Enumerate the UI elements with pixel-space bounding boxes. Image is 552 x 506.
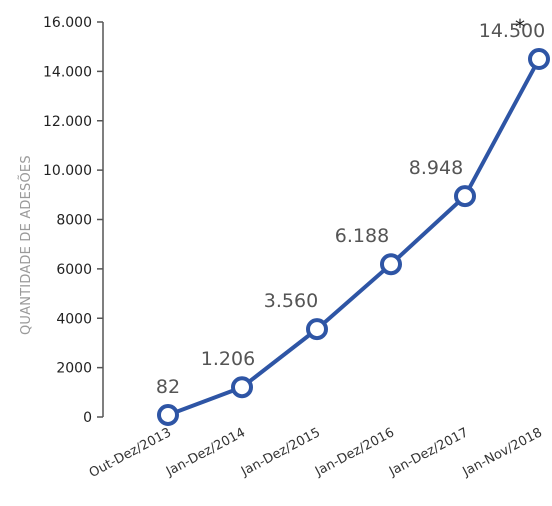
y-tick-label-5: 10.000 [43, 163, 92, 179]
x-tick-label-1: Jan-Dez/2014 [163, 425, 248, 480]
y-tick-label-3: 6000 [56, 262, 92, 278]
data-labels: 82 1.206 3.560 6.188 8.948 14.500 [156, 20, 545, 398]
x-tick-label-4: Jan-Dez/2017 [386, 425, 471, 480]
data-point-1 [231, 376, 253, 399]
y-tick-label-2: 4000 [56, 311, 92, 327]
data-label-4: 8.948 [409, 157, 463, 179]
y-axis-ticks: 0 2000 4000 6000 8000 10.000 12.000 14.000 16.00… [43, 15, 103, 426]
y-tick-label-1: 2000 [56, 361, 92, 377]
x-tick-label-0: Out-Dez/2013 [87, 425, 174, 481]
data-label-3: 6.188 [335, 225, 389, 247]
y-tick-label-0: 0 [83, 410, 92, 426]
series-line [166, 57, 541, 417]
data-point-5 [528, 48, 550, 71]
data-label-5: 14.500 [479, 20, 545, 42]
x-tick-label-5: Jan-Nov/2018 [460, 425, 545, 480]
data-point-2 [306, 318, 328, 341]
x-tick-label-3: Jan-Dez/2016 [312, 425, 397, 480]
data-label-0: 82 [156, 376, 180, 398]
y-axis-label: QUANTIDADE DE ADESÕES [18, 155, 34, 335]
data-label-1: 1.206 [201, 348, 255, 370]
y-tick-label-6: 12.000 [43, 114, 92, 130]
x-tick-label-2: Jan-Dez/2015 [238, 425, 323, 480]
x-axis-labels: Out-Dez/2013Jan-Dez/2014Jan-Dez/2015Jan-… [87, 425, 545, 481]
y-tick-label-4: 8000 [56, 213, 92, 229]
data-point-4 [454, 185, 476, 208]
y-tick-label-7: 14.000 [43, 64, 92, 80]
data-point-0 [157, 403, 179, 426]
data-label-2: 3.560 [264, 290, 318, 312]
y-tick-label-8: 16.000 [43, 15, 92, 31]
data-point-3 [380, 253, 402, 276]
data-markers [157, 48, 550, 426]
annotation-asterisk: * [515, 15, 525, 39]
